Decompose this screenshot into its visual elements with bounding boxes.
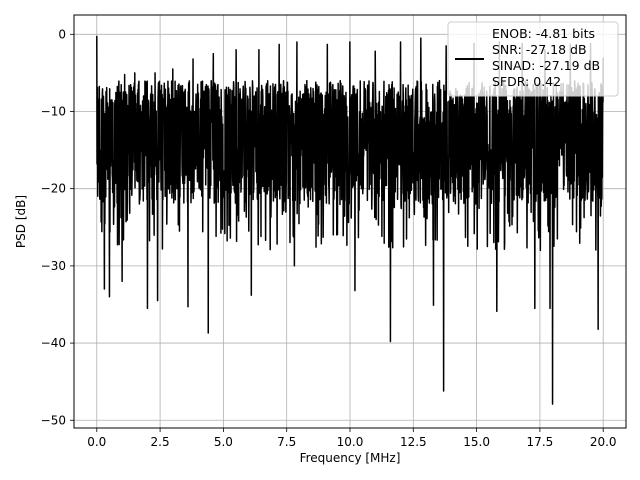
- legend-line-4: SFDR: 0.42: [492, 74, 561, 89]
- legend-line-3: SINAD: -27.19 dB: [492, 58, 600, 73]
- x-tick-label: 2.5: [151, 435, 170, 449]
- legend-box: [447, 21, 619, 97]
- y-tick-label: −10: [41, 104, 66, 118]
- x-tick-label: 20.0: [590, 435, 617, 449]
- series-layer: [96, 35, 604, 405]
- legend-line-1: ENOB: -4.81 bits: [492, 26, 595, 41]
- x-tick-label: 7.5: [277, 435, 296, 449]
- x-tick-label: 0.0: [87, 435, 106, 449]
- x-tick-label: 12.5: [400, 435, 427, 449]
- y-tick-label: −20: [41, 182, 66, 196]
- y-tick-label: 0: [58, 27, 66, 41]
- y-tick-label: −30: [41, 259, 66, 273]
- psd-series-line: [96, 35, 604, 405]
- y-tick-label: −50: [41, 413, 66, 427]
- x-tick-label: 10.0: [337, 435, 364, 449]
- x-axis-label: Frequency [MHz]: [300, 451, 401, 465]
- y-axis-label: PSD [dB]: [14, 195, 28, 248]
- ticks: 0.0 2.5 5.0 7.5 10.0 12.5 15.0 17.5 20.0 0 −10 −20 −…: [41, 27, 617, 449]
- x-tick-label: 17.5: [527, 435, 554, 449]
- legend-line-2: SNR: -27.18 dB: [492, 42, 587, 57]
- legend: ENOB: -4.81 bits SNR: -27.18 dB SINAD: -…: [447, 21, 619, 97]
- y-tick-label: −40: [41, 336, 66, 350]
- x-tick-label: 15.0: [463, 435, 490, 449]
- x-tick-label: 5.0: [214, 435, 233, 449]
